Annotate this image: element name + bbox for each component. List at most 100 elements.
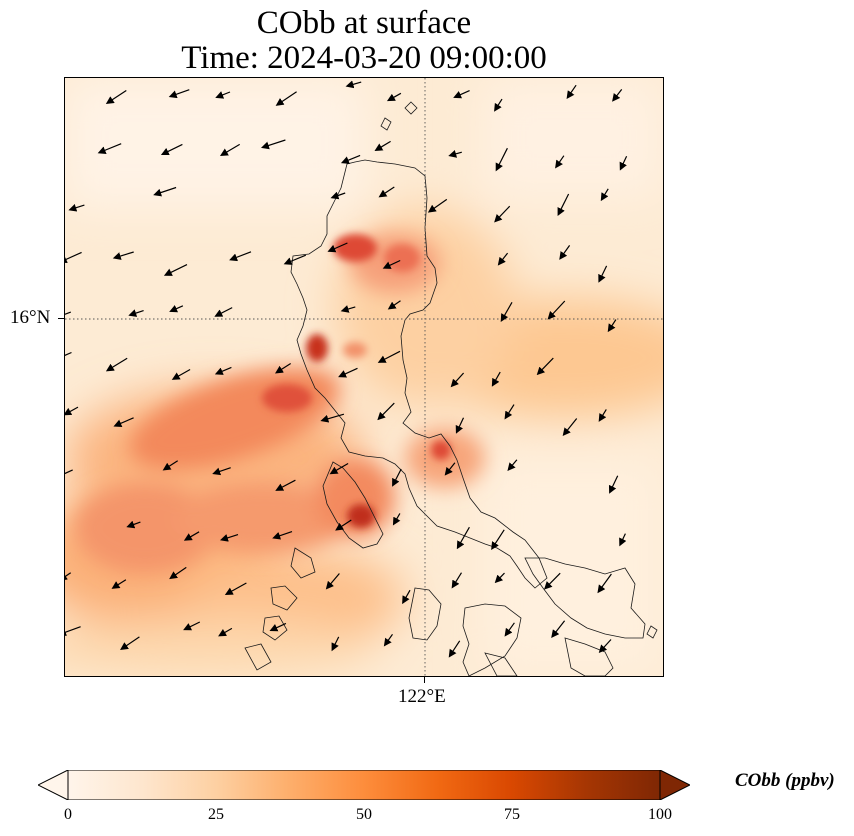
map-panel: [64, 77, 664, 677]
coastline-negros-cebu: [462, 603, 522, 676]
wind-arrow: [619, 533, 627, 547]
colorbar-tick-label: 0: [64, 806, 72, 823]
colorbar-tick-label: 25: [208, 806, 224, 823]
colorbar-extend-min: [38, 770, 69, 800]
wind-arrow: [598, 409, 607, 422]
wind-arrow: [377, 350, 401, 363]
map-canvas: [65, 78, 663, 676]
wind-arrow: [392, 513, 401, 526]
colorbar-label: CObb (ppbv): [735, 770, 835, 791]
wind-arrow: [65, 469, 73, 475]
colorbar-tick-label: 50: [356, 806, 372, 823]
wind-arrow: [427, 198, 448, 213]
wind-arrow: [392, 468, 402, 487]
wind-arrow: [162, 460, 179, 471]
wind-arrow: [229, 251, 252, 262]
wind-arrow: [453, 90, 470, 99]
wind-arrow: [171, 368, 191, 380]
wind-arrow: [338, 367, 358, 378]
wind-arrow: [598, 265, 608, 283]
wind-arrow: [111, 579, 127, 589]
wind-arrow: [500, 302, 513, 323]
wind-arrow: [340, 154, 361, 164]
wind-arrow: [169, 305, 184, 313]
wind-arrow: [597, 573, 612, 594]
wind-arrow: [320, 413, 345, 423]
wind-arrow: [325, 573, 340, 590]
wind-arrow: [329, 462, 349, 475]
lat-tick-mark: [58, 318, 64, 319]
wind-arrow: [455, 417, 465, 434]
wind-arrow: [219, 534, 239, 542]
map-subtitle-time: Time: 2024-03-20 09:00:00: [181, 40, 547, 76]
coastline-luzon: [290, 159, 548, 589]
wind-arrow: [275, 479, 296, 491]
wind-arrow: [557, 193, 570, 216]
wind-arrow: [65, 406, 79, 416]
wind-arrow: [619, 156, 628, 171]
wind-arrow: [214, 366, 232, 375]
wind-arrow: [65, 626, 81, 636]
wind-arrow: [68, 203, 85, 212]
colorbar-tick-label: 100: [648, 806, 672, 823]
wind-arrow: [112, 251, 134, 260]
lon-tick-mark: [424, 677, 425, 683]
wind-arrow: [105, 357, 128, 372]
colorbar-extend-max: [659, 770, 690, 800]
wind-arrow: [387, 300, 401, 310]
wind-arrow: [275, 91, 297, 106]
coastline-leyte-south: [564, 637, 614, 676]
wind-arrow: [451, 572, 463, 589]
lon-tick-label: 122°E: [398, 686, 446, 707]
wind-arrow: [218, 627, 233, 637]
coastline-islet-2: [270, 585, 298, 611]
wind-arrow: [504, 622, 515, 637]
wind-arrow: [126, 520, 141, 529]
coastline-islet-7: [484, 652, 518, 676]
wind-arrow: [219, 143, 241, 157]
wind-arrow: [272, 531, 293, 540]
wind-arrow: [543, 572, 561, 590]
wind-arrow: [330, 191, 346, 200]
coastline-samar-leyte: [524, 557, 646, 639]
wind-arrow: [97, 143, 122, 154]
wind-arrow: [214, 307, 233, 317]
wind-arrow: [456, 526, 470, 550]
coastline-islet-8: [646, 625, 658, 639]
wind-arrow: [120, 636, 140, 651]
wind-arrow: [327, 242, 348, 253]
map-title: CObb at surface: [256, 5, 472, 41]
wind-arrow: [65, 351, 72, 356]
wind-arrow: [283, 254, 307, 265]
lat-tick-label: 16°N: [10, 307, 51, 328]
wind-arrow: [65, 311, 72, 315]
wind-arrow: [612, 89, 623, 102]
wind-arrow: [607, 319, 617, 333]
wind-arrow: [504, 404, 515, 420]
wind-arrow: [494, 205, 511, 223]
wind-arrow: [183, 531, 200, 541]
wind-arrow: [168, 89, 190, 99]
wind-arrow: [507, 459, 518, 472]
wind-arrow: [160, 143, 183, 156]
coastline-islet-1: [290, 547, 316, 579]
wind-arrow: [491, 371, 501, 387]
coastline-islet-4: [404, 101, 418, 115]
wind-arrow: [497, 252, 509, 266]
concentration-field-hotspots: [262, 234, 451, 528]
wind-arrow: [260, 139, 286, 150]
wind-arrow: [566, 84, 577, 100]
wind-arrow: [65, 251, 82, 263]
wind-arrow: [340, 305, 356, 313]
wind-arrow: [598, 639, 612, 653]
wind-arrow: [600, 188, 609, 202]
wind-arrow: [183, 621, 201, 631]
wind-arrow: [386, 92, 402, 102]
coastline-islet-6: [244, 643, 272, 671]
wind-arrow: [444, 462, 456, 476]
wind-arrow: [494, 572, 505, 584]
coastline-mindoro: [322, 461, 384, 549]
wind-arrow: [555, 155, 565, 169]
wind-arrow: [224, 582, 247, 595]
wind-arrow: [562, 418, 578, 437]
